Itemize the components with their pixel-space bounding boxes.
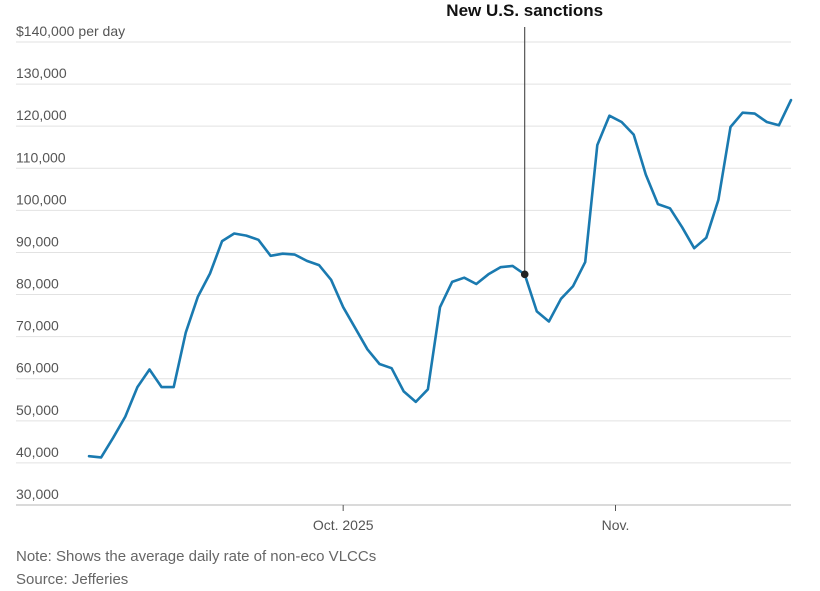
annotation-marker <box>520 270 529 279</box>
x-axis: Oct. 2025 Nov. <box>313 505 630 533</box>
x-tick-label: Nov. <box>602 517 630 533</box>
y-tick-label: 50,000 <box>16 402 59 418</box>
chart-source: Source: Jefferies <box>16 571 129 588</box>
x-tick-label: Oct. 2025 <box>313 517 374 533</box>
y-axis: $140,000 per day 130,000 120,000 110,000 100,… <box>16 23 125 502</box>
y-tick-label: 30,000 <box>16 486 59 502</box>
gridlines <box>16 41 791 506</box>
series-line <box>87 98 793 459</box>
series <box>87 98 793 459</box>
y-tick-label: 110,000 <box>16 149 66 165</box>
chart-note: Note: Shows the average daily rate of no… <box>16 548 377 565</box>
y-tick-label: 90,000 <box>16 233 59 249</box>
annotation-label: New U.S. sanctions <box>446 1 603 20</box>
y-tick-label: 70,000 <box>16 318 59 334</box>
y-tick-label: $140,000 per day <box>16 23 125 39</box>
y-tick-label: 80,000 <box>16 276 59 292</box>
y-tick-label: 130,000 <box>16 65 67 81</box>
y-tick-label: 60,000 <box>16 360 59 376</box>
y-tick-label: 40,000 <box>16 444 59 460</box>
y-axis-unit: per day <box>78 23 125 39</box>
y-tick-label: 100,000 <box>16 191 67 207</box>
y-tick-label: 120,000 <box>16 107 67 123</box>
annotation: New U.S. sanctions <box>446 1 603 275</box>
